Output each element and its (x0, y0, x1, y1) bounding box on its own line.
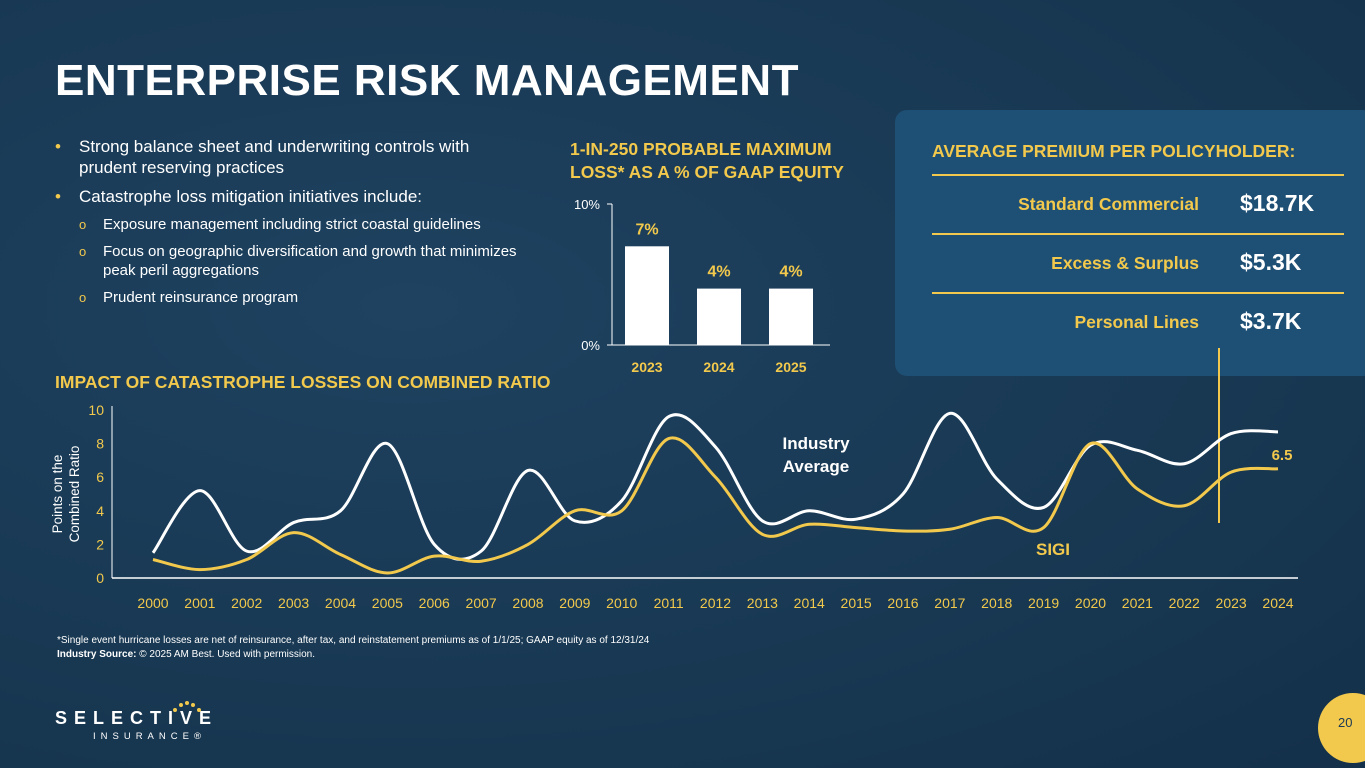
y-tick-label: 2 (96, 536, 104, 552)
y-axis-label: Points on the Combined Ratio (50, 446, 82, 543)
logo-subtext: INSURANCE® (93, 731, 206, 742)
x-tick-label: 2022 (1169, 595, 1200, 611)
x-tick-label: 2013 (747, 595, 778, 611)
series-line-industry-average (151, 411, 1279, 561)
premium-title: AVERAGE PREMIUM PER POLICYHOLDER: (932, 141, 1296, 161)
bullet-list: Strong balance sheet and underwriting co… (55, 136, 525, 315)
x-tick-label: 2004 (325, 595, 356, 611)
x-tick-label: 2010 (606, 595, 637, 611)
bar-2025 (769, 288, 813, 345)
bar-2024 (697, 288, 741, 345)
premium-label: Personal Lines (1074, 312, 1200, 332)
x-tick-label: 2008 (512, 595, 543, 611)
x-tick-label: 2012 (700, 595, 731, 611)
x-tick-label: 2011 (654, 595, 684, 611)
sub-bullet-item: Prudent reinsurance program (55, 288, 525, 307)
sub-bullet-item: Exposure management including strict coa… (55, 215, 525, 234)
x-tick-label: 2005 (372, 595, 403, 611)
x-tick-label: 2020 (1075, 595, 1106, 611)
premium-value: $18.7K (1240, 190, 1315, 216)
bullet-item: Catastrophe loss mitigation initiatives … (55, 186, 525, 207)
x-tick-label: 2025 (775, 359, 806, 375)
premium-value: $5.3K (1240, 249, 1302, 275)
x-tick-label: 2015 (841, 595, 872, 611)
y-tick-label: 0 (96, 570, 104, 586)
x-tick-label: 2014 (794, 595, 825, 611)
series-line-sigi (152, 436, 1279, 575)
premium-row-standard-commercial: Standard Commercial $18.7K (932, 174, 1344, 233)
premium-row-excess-surplus: Excess & Surplus $5.3K (932, 233, 1344, 292)
y-tick-label: 10 (88, 402, 104, 418)
bar-data-label: 4% (707, 264, 730, 281)
y-tick-label: 4 (96, 503, 104, 519)
last-value-label: 6.5 (1272, 447, 1293, 464)
logo-wordmark: SELECTIVE (55, 708, 219, 728)
premium-table: Standard Commercial $18.7K Excess & Surp… (932, 174, 1344, 523)
bar-2023 (625, 246, 669, 345)
x-tick-label: 2007 (466, 595, 497, 611)
x-tick-label: 2023 (1216, 595, 1247, 611)
x-tick-label: 2024 (703, 359, 734, 375)
premium-row-personal-lines: Personal Lines $3.7K (932, 292, 1344, 351)
premium-panel (895, 110, 1365, 376)
series-label-sigi: SIGI (1036, 540, 1070, 559)
x-tick-label: 2023 (631, 359, 662, 375)
x-tick-label: 2006 (419, 595, 450, 611)
page-number: 20 (1338, 715, 1353, 730)
logo-dots-icon (173, 701, 201, 712)
x-tick-label: 2009 (559, 595, 590, 611)
x-tick-label: 2016 (887, 595, 918, 611)
premium-divider (1218, 348, 1220, 523)
company-logo: SELECTIVE INSURANCE® (55, 701, 219, 742)
x-tick-label: 2003 (278, 595, 309, 611)
cat-chart-title: IMPACT OF CATASTROPHE LOSSES ON COMBINED… (55, 372, 551, 392)
sub-bullet-item: Focus on geographic diversification and … (55, 242, 525, 280)
x-tick-label: 2024 (1262, 595, 1293, 611)
premium-label: Standard Commercial (1018, 194, 1199, 214)
premium-value: $3.7K (1240, 308, 1302, 334)
bullet-item: Strong balance sheet and underwriting co… (55, 136, 525, 178)
premium-label: Excess & Surplus (1051, 253, 1199, 273)
x-tick-label: 2021 (1122, 595, 1153, 611)
y-tick-label: 0% (581, 338, 600, 353)
source-line: Industry Source: © 2025 AM Best. Used wi… (57, 648, 649, 662)
bar-data-label: 7% (635, 221, 658, 238)
page-title: ENTERPRISE RISK MANAGEMENT (55, 56, 799, 105)
x-tick-label: 2017 (934, 595, 965, 611)
y-tick-label: 8 (96, 436, 104, 452)
x-tick-label: 2019 (1028, 595, 1059, 611)
y-tick-label: 6 (96, 469, 104, 485)
footnote-line: *Single event hurricane losses are net o… (57, 635, 650, 646)
x-tick-label: 2001 (184, 595, 215, 611)
footnote: *Single event hurricane losses are net o… (57, 634, 649, 662)
x-tick-label: 2018 (981, 595, 1012, 611)
pml-bar-chart: 10% 0% 7% 2023 4% 2024 4% 2025 (574, 197, 830, 375)
x-tick-label: 2002 (231, 595, 262, 611)
pml-chart-title: 1-IN-250 PROBABLE MAXIMUM LOSS* AS A % O… (570, 139, 844, 182)
series-label-industry-average: Industry Average (782, 434, 850, 476)
cat-line-chart: 0 2 4 6 8 10 2000 2001 2002 2003 2004 2005 2006 2007 2… (50, 402, 1298, 611)
source-text: © 2025 AM Best. Used with permission. (136, 649, 316, 660)
source-label: Industry Source: (57, 649, 137, 660)
bar-data-label: 4% (779, 264, 802, 281)
y-tick-label: 10% (574, 197, 600, 212)
x-tick-label: 2000 (137, 595, 168, 611)
